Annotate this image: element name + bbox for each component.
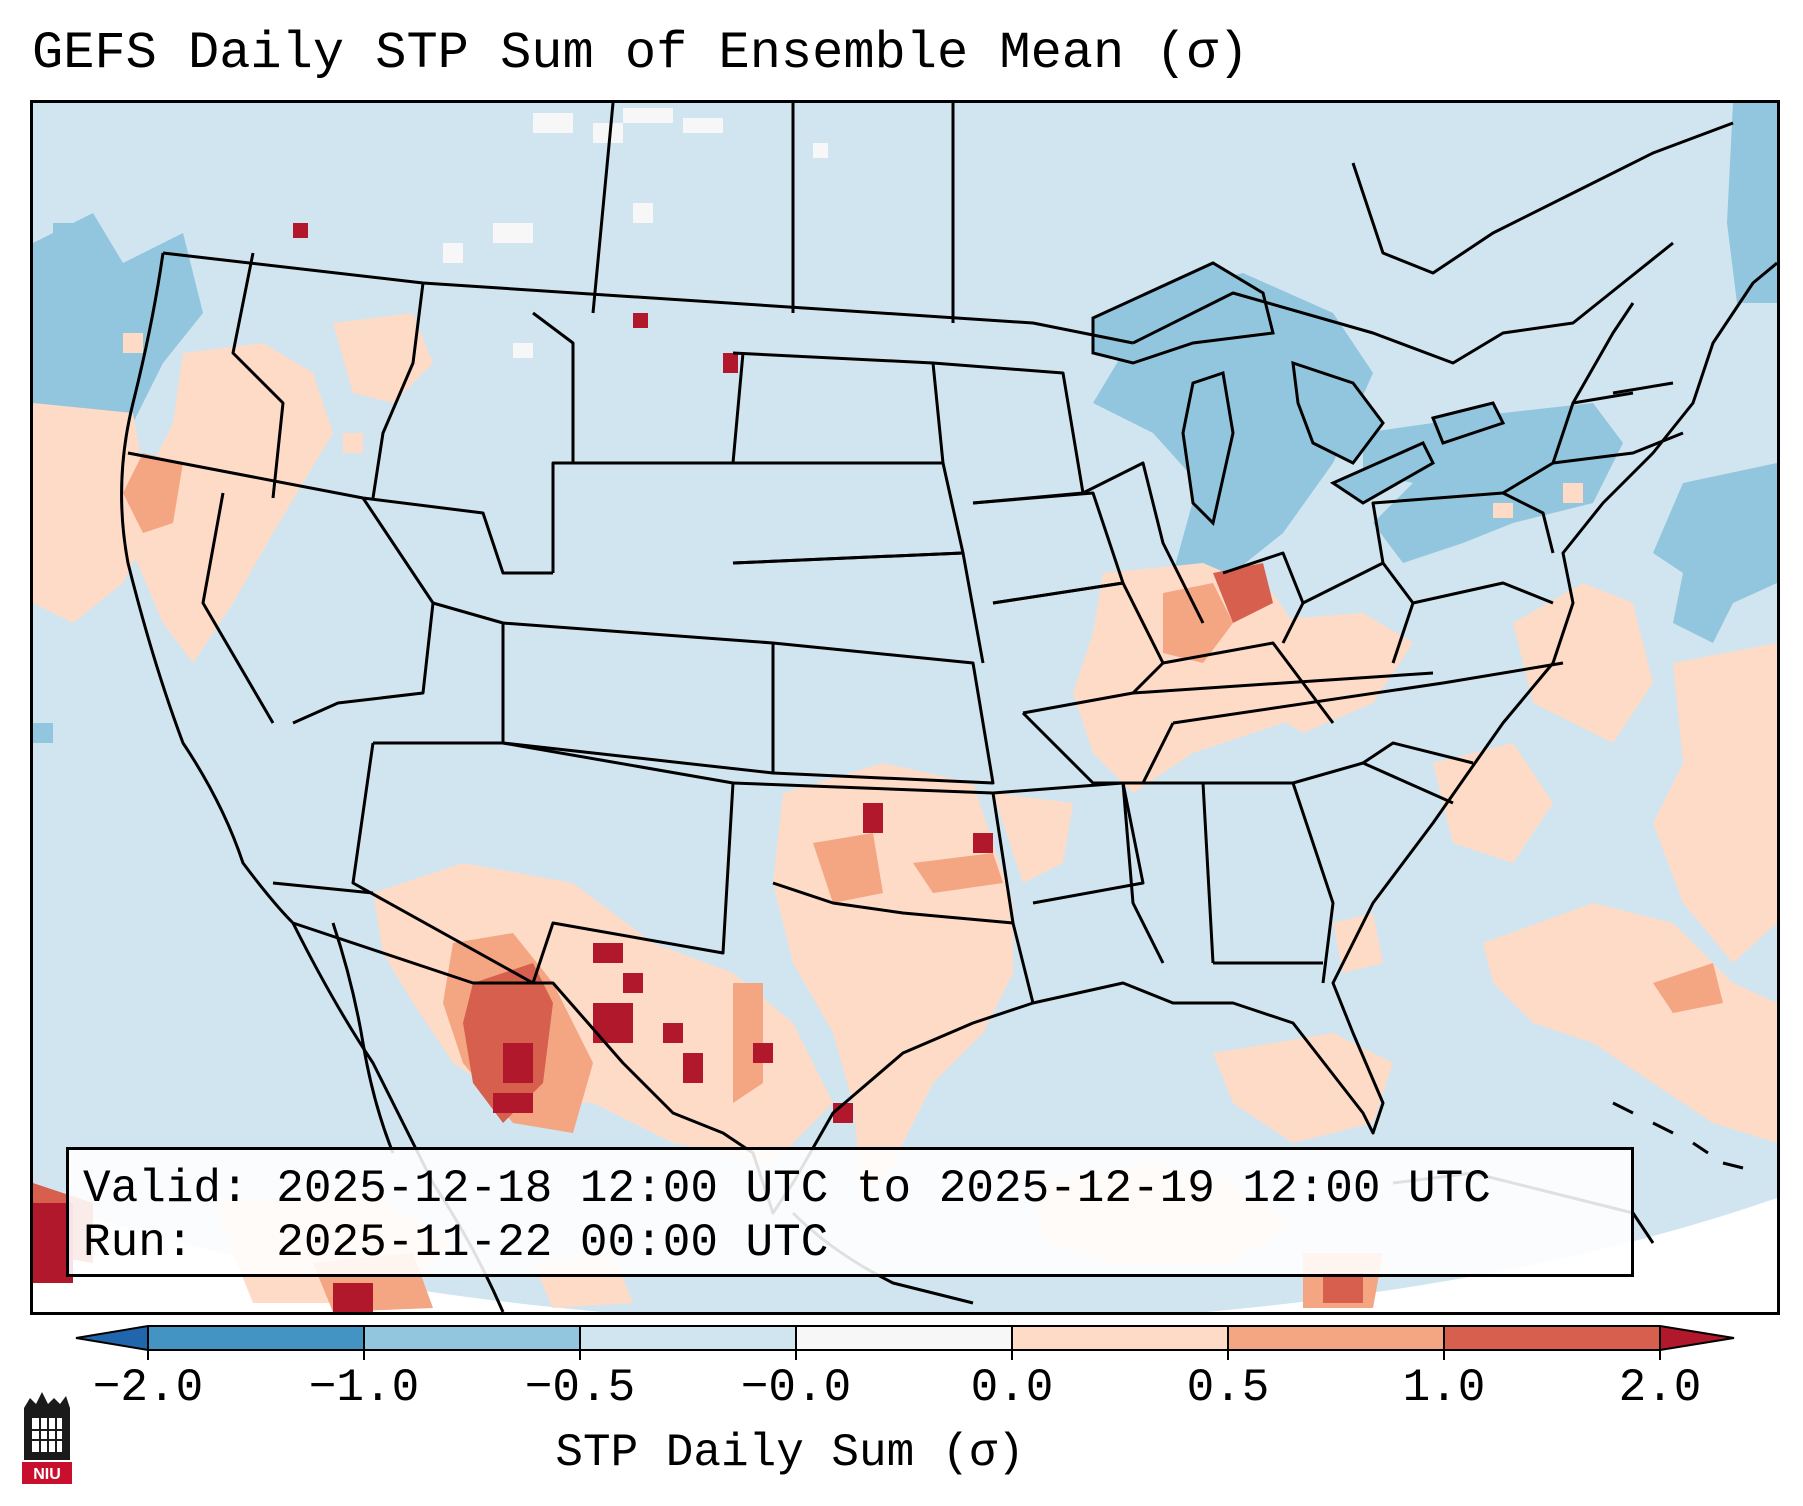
colorbar-tick-label: 0.0 [970,1362,1054,1414]
colorbar-segment [148,1326,365,1350]
colorbar-outline [75,1325,1735,1351]
near-zero-specks [443,108,828,358]
niu-logo-icon: NIU [22,1392,72,1484]
colorbar-segment [364,1326,581,1350]
baja [331,922,395,1154]
run-value: 2025-11-22 00:00 UTC [276,1217,829,1269]
colorbar-segment [580,1326,797,1350]
colorbar-segment [1444,1326,1661,1350]
colorbar-extend-max [1660,1326,1734,1350]
colorbar-extend-min [76,1326,148,1350]
chart-title: GEFS Daily STP Sum of Ensemble Mean (σ) [32,24,1249,83]
great-lakes [1091,261,1506,526]
colorbar-tick-label: 1.0 [1402,1362,1486,1414]
colorbar-tick-label: 0.5 [1186,1362,1270,1414]
valid-info-box: Valid: 2025-12-18 12:00 UTC to 2025-12-1… [66,1147,1634,1277]
colorbar-segment [1012,1326,1229,1350]
us-canada-border [162,251,1134,345]
colorbar-tick-label: −2.0 [92,1362,204,1414]
colorbar-tick-label: −0.5 [524,1362,636,1414]
run-label: Run: [83,1217,194,1269]
us-coastline [120,252,1777,1215]
map-panel [30,100,1780,1315]
east-border [1132,241,1674,365]
valid-value: 2025-12-18 12:00 UTC to 2025-12-19 12:00… [276,1163,1491,1215]
svg-text:NIU: NIU [33,1466,61,1483]
colorbar-segment [1228,1326,1445,1350]
colorbar-segment [796,1326,1013,1350]
valid-label: Valid: [83,1163,249,1215]
colorbar-tick-label: −0.0 [740,1362,852,1414]
colorbar-tick-label: 2.0 [1618,1362,1702,1414]
colorbar-tick-label: −1.0 [308,1362,420,1414]
colorbar [75,1325,1735,1360]
colorbar-label: STP Daily Sum (σ) [555,1427,1025,1479]
